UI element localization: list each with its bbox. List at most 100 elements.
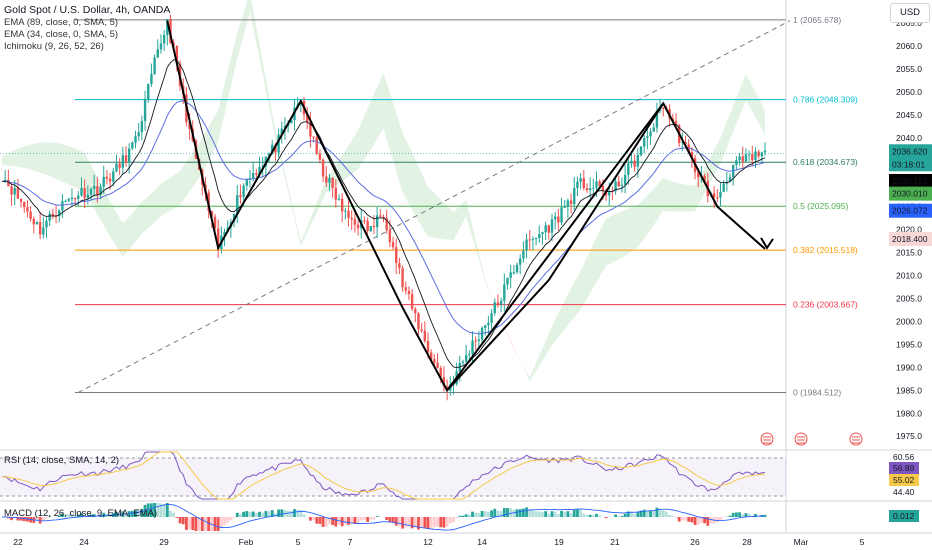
cloud-segment (59, 143, 63, 182)
macd-histogram-bar (407, 517, 411, 527)
cloud-segment (361, 115, 365, 165)
candle-body (712, 193, 716, 198)
cloud-segment (418, 165, 422, 227)
candle-body (576, 181, 579, 189)
indicator-ema89[interactable]: EMA (89, close, 0, SMA, 5) (4, 17, 119, 28)
cloud-segment (443, 202, 448, 240)
macd-histogram-bar (254, 512, 258, 517)
candle-body (754, 151, 757, 161)
macd-histogram-bar (48, 516, 52, 517)
candle-body (728, 177, 732, 182)
cloud-segment (186, 157, 190, 196)
macd-histogram-bar (521, 508, 525, 517)
candle-body (156, 49, 159, 58)
rsi-label[interactable]: RSI (14, close, SMA, 14, 2) (4, 455, 120, 466)
macd-histogram-bar (235, 512, 239, 517)
macd-histogram-bar (397, 517, 401, 526)
cloud-segment (462, 199, 467, 223)
cloud-segment (215, 110, 219, 149)
indicator-ichimoku[interactable]: Ichimoku (9, 26, 52, 26) (4, 41, 104, 52)
ema-lines (1, 59, 766, 369)
cloud-segment (567, 288, 572, 326)
macd-histogram-bar (162, 503, 166, 517)
macd-histogram-bar (432, 517, 436, 528)
candle-body (331, 177, 334, 188)
fib-level-label: 0.618 (2034.673) (793, 157, 858, 167)
cloud-segment (548, 326, 552, 351)
rsi-lower-label: 44.40 (893, 487, 915, 497)
candle-body (741, 156, 744, 162)
macd-histogram-bar (372, 517, 376, 520)
cloud-segment (145, 196, 149, 231)
candle-body (267, 153, 271, 157)
cloud-segment (621, 210, 626, 258)
cloud-segment (380, 73, 384, 134)
candle-body (271, 144, 274, 154)
price-tick-label: 2045.0 (896, 110, 922, 120)
candle-body (684, 142, 687, 145)
candle-body (722, 183, 725, 192)
macd-histogram-bar (134, 510, 137, 517)
cloud-segment (125, 216, 130, 254)
cloud-segment (596, 231, 600, 283)
rsi-sma-line (1, 451, 766, 500)
macd-histogram-bar (207, 517, 211, 531)
candle-body (417, 313, 420, 330)
us-flag-icon (794, 432, 808, 446)
macd-histogram-bar (652, 510, 656, 517)
macd-histogram-bar (184, 517, 188, 530)
macd-label[interactable]: MACD (12, 26, close, 9, EMA, EMA) (4, 508, 158, 519)
macd-histogram-bar (188, 517, 191, 530)
us-flag-icon-stripes (763, 436, 771, 444)
cloud-segment (602, 218, 607, 272)
macd-histogram-bar (738, 512, 741, 517)
symbol-title[interactable]: Gold Spot / U.S. Dollar, 4h, OANDA (4, 4, 171, 16)
indicator-ema34[interactable]: EMA (34, close, 0, SMA, 5) (4, 29, 119, 40)
candle-body (382, 216, 385, 219)
macd-histogram-bar (258, 511, 261, 517)
cloud-segment (618, 211, 622, 260)
macd-histogram-bar (556, 514, 560, 517)
candle-body (642, 137, 646, 147)
cloud-segment (367, 101, 371, 155)
cloud-segment (389, 92, 394, 161)
cloud-segment (393, 102, 397, 172)
cloud-segment (62, 144, 66, 184)
macd-histogram-bar (153, 503, 156, 517)
macd-histogram-bar (67, 514, 71, 517)
macd-histogram-bar (655, 507, 659, 517)
macd-histogram-bar (296, 509, 300, 517)
cloud-segment (561, 300, 565, 333)
candle-body (7, 179, 10, 187)
cloud-segment (358, 122, 362, 169)
macd-histogram-bar (560, 510, 563, 517)
candle-body (10, 186, 13, 195)
candle-body (531, 238, 535, 240)
cloud-segment (408, 145, 413, 210)
cloud-segment (742, 74, 746, 109)
macd-histogram-bar (239, 514, 242, 517)
macd-histogram-bar (394, 517, 398, 526)
candle-body (474, 340, 477, 342)
macd-histogram-bar (140, 508, 144, 517)
cloud-segment (628, 207, 632, 254)
macd-histogram-bar (328, 517, 331, 524)
candle-body (429, 352, 433, 360)
cloud-segment (265, 78, 270, 107)
macd-histogram-bar (614, 514, 617, 517)
macd-histogram-bar (591, 515, 595, 517)
candle-body (655, 110, 659, 128)
macd-histogram-bar (537, 511, 541, 517)
economic-events[interactable] (760, 432, 863, 446)
cloud-segment (736, 89, 740, 124)
cloud-segment (730, 105, 734, 140)
cloud-segment (288, 186, 292, 206)
candle-body (312, 136, 315, 138)
cloud-segment (291, 200, 295, 220)
candle-body (433, 359, 436, 363)
time-axis[interactable]: 22 24 29 Feb 5 7 12 14 19 21 26 28 Mar 5 (13, 537, 864, 547)
macd-histogram-bar (747, 513, 751, 517)
currency-button[interactable]: USD (890, 3, 930, 23)
price-axis[interactable]: 1975.0 1980.0 1985.0 1990.0 1995.0 2000.0 2005… (896, 18, 922, 441)
